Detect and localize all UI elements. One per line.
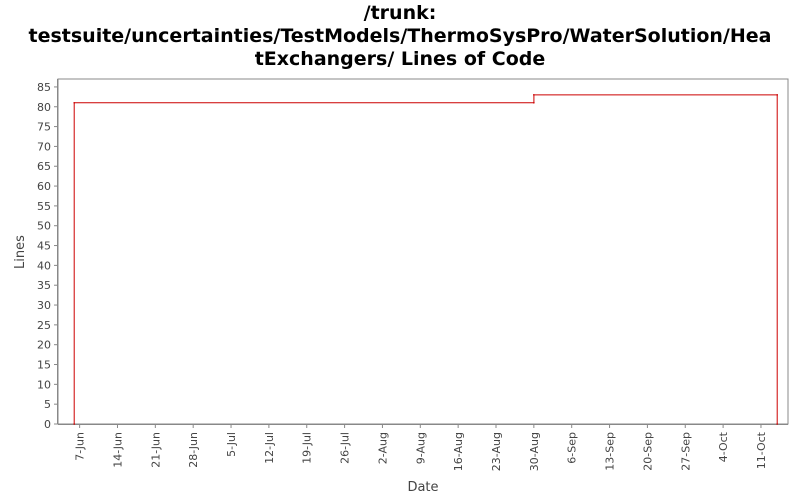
x-tick-label: 28-Jun bbox=[187, 432, 200, 468]
x-tick-label: 19-Jul bbox=[301, 432, 314, 464]
chart-title-line-1: /trunk: bbox=[363, 2, 437, 24]
x-tick-label: 11-Oct bbox=[755, 431, 768, 469]
x-tick-label: 21-Jun bbox=[149, 432, 162, 468]
x-tick-label: 4-Oct bbox=[717, 431, 730, 462]
y-tick-label: 25 bbox=[37, 319, 51, 332]
x-tick-label: 9-Aug bbox=[414, 432, 427, 464]
data-point bbox=[533, 94, 535, 96]
data-point bbox=[73, 101, 76, 104]
y-axis-label: Lines bbox=[13, 235, 28, 269]
x-tick-label: 26-Jul bbox=[339, 432, 352, 464]
y-tick-label: 40 bbox=[37, 259, 51, 272]
y-tick-label: 20 bbox=[37, 339, 51, 352]
x-tick-label: 30-Aug bbox=[528, 432, 541, 471]
x-tick-label: 16-Aug bbox=[452, 432, 465, 471]
y-tick-label: 30 bbox=[37, 299, 51, 312]
y-tick-label: 10 bbox=[37, 378, 51, 391]
y-tick-label: 85 bbox=[37, 81, 51, 94]
x-tick-label: 5-Jul bbox=[225, 432, 238, 457]
x-tick-label: 12-Jul bbox=[263, 432, 276, 464]
y-tick-label: 55 bbox=[37, 200, 51, 213]
y-tick-label: 70 bbox=[37, 140, 51, 153]
plot-area bbox=[57, 78, 789, 425]
y-tick-label: 35 bbox=[37, 279, 51, 292]
data-point bbox=[73, 423, 76, 425]
x-tick-label: 7-Jun bbox=[74, 432, 87, 461]
y-tick-label: 75 bbox=[37, 121, 51, 134]
y-tick-label: 0 bbox=[44, 418, 51, 431]
x-axis-label: Date bbox=[407, 480, 438, 495]
y-tick-label: 45 bbox=[37, 240, 51, 253]
x-tick-label: 14-Jun bbox=[111, 432, 124, 468]
series-layer bbox=[73, 94, 778, 425]
chart-title: /trunk: testsuite/uncertainties/TestMode… bbox=[0, 2, 800, 71]
y-tick-label: 5 bbox=[44, 398, 51, 411]
y-axis: 0 5 10 15 20 25 30 35 40 45 50 55 60 65 70 75 80 85 bbox=[37, 79, 58, 431]
data-point bbox=[776, 423, 778, 425]
x-tick-label: 27-Sep bbox=[679, 432, 692, 471]
x-tick-label: 2-Aug bbox=[376, 432, 389, 464]
data-point bbox=[776, 94, 778, 96]
chart-title-line-3: tExchangers/ Lines of Code bbox=[254, 48, 546, 70]
y-tick-label: 15 bbox=[37, 359, 51, 372]
series-line-0 bbox=[73, 94, 778, 424]
data-point bbox=[533, 101, 535, 104]
y-tick-label: 80 bbox=[37, 101, 51, 114]
x-tick-label: 20-Sep bbox=[641, 432, 654, 471]
chart-title-line-2: testsuite/uncertainties/TestModels/Therm… bbox=[28, 25, 772, 47]
y-tick-label: 60 bbox=[37, 180, 51, 193]
y-tick-label: 65 bbox=[37, 160, 51, 173]
x-tick-label: 13-Sep bbox=[604, 432, 617, 471]
x-tick-label: 6-Sep bbox=[566, 432, 579, 464]
x-axis: 7-Jun 14-Jun 21-Jun 28-Jun 5-Jul 12-Jul 19-Jul… bbox=[58, 424, 788, 471]
y-tick-label: 50 bbox=[37, 220, 51, 233]
x-tick-label: 23-Aug bbox=[490, 432, 503, 471]
